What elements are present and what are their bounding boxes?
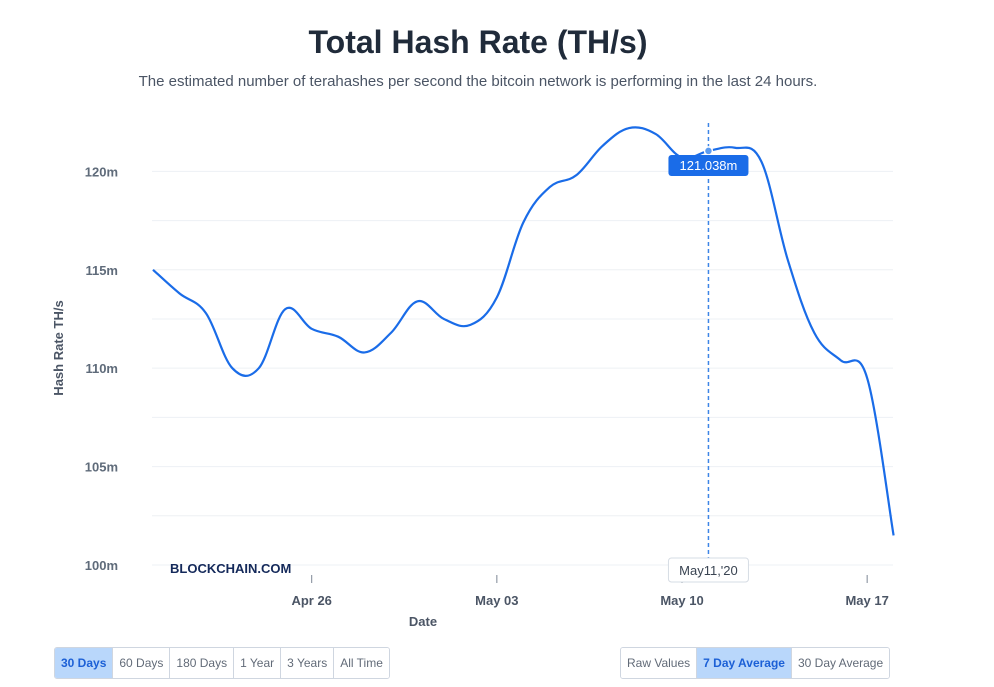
x-tick-label: May 03 [475, 593, 518, 608]
range-all-time-button[interactable]: All Time [334, 648, 389, 678]
hash-rate-line[interactable] [152, 126, 895, 536]
range-180-days-button[interactable]: 180 Days [170, 648, 235, 678]
x-tick-label: May 10 [660, 593, 703, 608]
range-30-days-button[interactable]: 30 Days [55, 648, 114, 678]
y-tick-label: 100m [85, 558, 118, 573]
blockchain-watermark: BLOCKCHAIN.COM [170, 561, 291, 576]
x-tick-label: May 17 [845, 593, 888, 608]
y-tick-label: 115m [85, 263, 118, 278]
range-3-years-button[interactable]: 3 Years [281, 648, 335, 678]
avg-30-day-average-button[interactable]: 30 Day Average [791, 648, 890, 678]
hover-point[interactable] [703, 146, 714, 156]
average-mode-selector: Raw Values 7 Day Average 30 Day Average [620, 647, 891, 679]
y-axis-label: Hash Rate TH/s [51, 300, 66, 395]
hash-rate-chart[interactable]: 100m 105m 110m 115m 120m Hash Rate TH/s Apr 26… [0, 0, 994, 640]
avg-raw-values-button[interactable]: Raw Values [621, 648, 698, 678]
hover-value-tooltip [668, 155, 749, 176]
range-1-year-button[interactable]: 1 Year [234, 648, 282, 678]
x-tick-label: Apr 26 [291, 593, 331, 608]
range-60-days-button[interactable]: 60 Days [113, 648, 171, 678]
time-range-selector: 30 Days 60 Days 180 Days 1 Year 3 Years All T… [54, 647, 390, 679]
y-tick-label: 105m [85, 460, 118, 475]
x-axis-label: Date [409, 614, 437, 629]
hover-date-label: May11,'20 [679, 563, 738, 578]
hover-date-tooltip [667, 557, 749, 583]
chart-title: Total Hash Rate (TH/s) [308, 24, 648, 60]
y-tick-label: 110m [85, 361, 118, 376]
chart-subtitle: The estimated number of terahashes per s… [138, 73, 818, 90]
avg-7-day-average-button[interactable]: 7 Day Average [697, 648, 792, 678]
y-tick-label: 120m [85, 164, 118, 179]
hover-value-label: 121.038m [680, 158, 738, 173]
